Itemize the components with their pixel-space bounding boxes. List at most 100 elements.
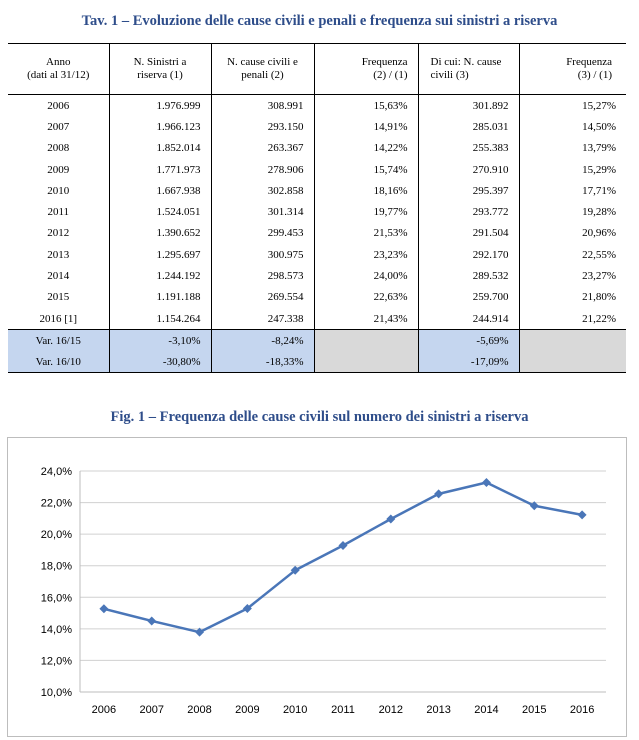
variation-row: Var. 16/15 -3,10% -8,24% -5,69%	[8, 329, 626, 352]
value-cell: 21,53%	[313, 222, 418, 245]
y-tick-label: 14,0%	[41, 624, 72, 636]
y-tick-label: 22,0%	[41, 498, 72, 510]
value-cell: 14,22%	[313, 137, 418, 159]
value-cell: 18,16%	[313, 180, 418, 202]
value-cell: 291.504	[417, 222, 519, 245]
value-cell: 23,23%	[313, 244, 418, 266]
table-header-row: Anno (dati al 31/12) N. Sinistri a riserva …	[8, 43, 626, 95]
column-header-line: N. Sinistri a	[133, 56, 187, 68]
value-cell: 21,43%	[313, 307, 418, 331]
value-cell: 21,22%	[518, 307, 626, 331]
column-header-line: (dati al 31/12)	[27, 69, 90, 81]
value-cell: 285.031	[417, 116, 519, 138]
data-point-marker	[195, 627, 205, 637]
value-cell: 22,63%	[313, 286, 418, 308]
y-tick-label: 16,0%	[41, 592, 72, 604]
value-cell: 15,27%	[518, 94, 626, 117]
column-header-line: (2) / (1)	[373, 69, 408, 81]
value-cell: 259.700	[417, 286, 519, 308]
value-cell: 15,74%	[313, 158, 418, 181]
value-cell: 13,79%	[518, 137, 626, 159]
table-row: 2007 1.966.123 293.150 14,91% 285.031 14,50%	[8, 116, 626, 138]
value-cell: 14,91%	[313, 116, 418, 138]
year-cell: 2007	[47, 120, 70, 133]
year-cell: 2012	[47, 227, 70, 240]
y-tick-label: 24,0%	[41, 466, 72, 478]
year-cell: 2009	[47, 163, 70, 176]
data-table: Anno (dati al 31/12) N. Sinistri a riserva …	[8, 43, 626, 374]
table-row: 2009 1.771.973 278.906 15,74% 270.910 15,29%	[8, 158, 626, 181]
series-line	[103, 481, 583, 634]
value-cell: 24,00%	[313, 265, 418, 287]
table-row: 2006 1.976.999 308.991 15,63% 301.892 15,27%	[8, 94, 626, 117]
table-row: 2010 1.667.938 302.858 18,16% 295.397 17,71%	[8, 180, 626, 202]
y-tick-label: 18,0%	[41, 561, 72, 573]
variation-row: Var. 16/10 -30,80% -18,33% -17,09%	[8, 351, 626, 374]
data-point-marker	[242, 603, 252, 613]
value-cell: 23,27%	[518, 265, 626, 287]
value-cell: 278.906	[210, 158, 314, 181]
chart-title: Fig. 1 – Frequenza delle cause civili su…	[110, 409, 529, 425]
x-tick-label: 2014	[474, 704, 498, 716]
value-cell: 308.991	[210, 94, 314, 117]
table-row: 2014 1.244.192 298.573 24,00% 289.532 23,27%	[8, 265, 626, 287]
x-tick-label: 2011	[331, 704, 355, 716]
variation-cell: -30,80%	[108, 351, 211, 374]
value-cell: 1.191.188	[108, 286, 211, 308]
year-cell: 2013	[47, 248, 70, 261]
value-cell: 14,50%	[518, 116, 626, 138]
value-cell: 22,55%	[518, 244, 626, 266]
value-cell: 293.150	[210, 116, 314, 138]
line-chart: 10,0% 12,0% 14,0% 16,0% 18,0% 20,0% 22,0% 24,0%…	[41, 466, 606, 716]
column-header-line: Frequenza	[566, 56, 612, 68]
year-cell: 2016 [1]	[8, 307, 109, 331]
chart-frame: 10,0% 12,0% 14,0% 16,0% 18,0% 20,0% 22,0% 24,0%…	[7, 437, 627, 737]
column-header: Di cui: N. cause civili (3)	[417, 43, 519, 95]
variation-cell: -8,24%	[210, 329, 314, 352]
variation-cell	[313, 351, 418, 374]
value-cell: 300.975	[210, 244, 314, 266]
y-tick-label: 12,0%	[41, 655, 72, 667]
value-cell: 1.976.999	[108, 94, 211, 117]
value-cell: 20,96%	[518, 222, 626, 245]
value-cell: 263.367	[210, 137, 314, 159]
column-header-line: riserva (1)	[137, 69, 183, 81]
table-title: Tav. 1 – Evoluzione delle cause civili e…	[81, 13, 558, 29]
data-point-marker	[290, 565, 300, 575]
value-cell: 293.772	[417, 201, 519, 223]
column-header-line: penali (2)	[241, 69, 284, 81]
value-cell: 1.771.973	[108, 158, 211, 181]
column-header-line: N. cause civili e	[227, 56, 298, 68]
y-tick-label: 10,0%	[41, 687, 72, 699]
column-header-line: civili (3)	[430, 69, 469, 81]
data-point-marker	[529, 501, 539, 511]
year-cell: 2008	[47, 142, 70, 155]
variation-cell: -5,69%	[417, 329, 519, 352]
value-cell: 1.966.123	[108, 116, 211, 138]
year-cell: 2014	[47, 270, 70, 283]
variation-cell	[313, 329, 418, 352]
data-point-marker	[481, 478, 491, 488]
value-cell: 1.295.697	[108, 244, 211, 266]
data-point-marker	[577, 510, 587, 520]
x-tick-label: 2007	[139, 704, 163, 716]
x-tick-label: 2006	[92, 704, 116, 716]
value-cell: 15,29%	[518, 158, 626, 181]
data-point-marker	[147, 616, 157, 626]
column-header-line: Frequenza	[361, 56, 408, 68]
column-header: N. Sinistri a riserva (1)	[108, 43, 211, 95]
data-point-marker	[99, 604, 109, 614]
value-cell: 244.914	[417, 307, 519, 331]
value-cell: 292.170	[417, 244, 519, 266]
value-cell: 19,28%	[518, 201, 626, 223]
value-cell: 247.338	[210, 307, 314, 331]
value-cell: 1.852.014	[108, 137, 211, 159]
value-cell: 1.244.192	[108, 265, 211, 287]
variation-label: Var. 16/10	[8, 351, 109, 374]
x-tick-label: 2009	[235, 704, 259, 716]
value-cell: 17,71%	[518, 180, 626, 202]
value-cell: 270.910	[417, 158, 519, 181]
value-cell: 301.892	[417, 94, 519, 117]
value-cell: 21,80%	[518, 286, 626, 308]
value-cell: 1.390.652	[108, 222, 211, 245]
